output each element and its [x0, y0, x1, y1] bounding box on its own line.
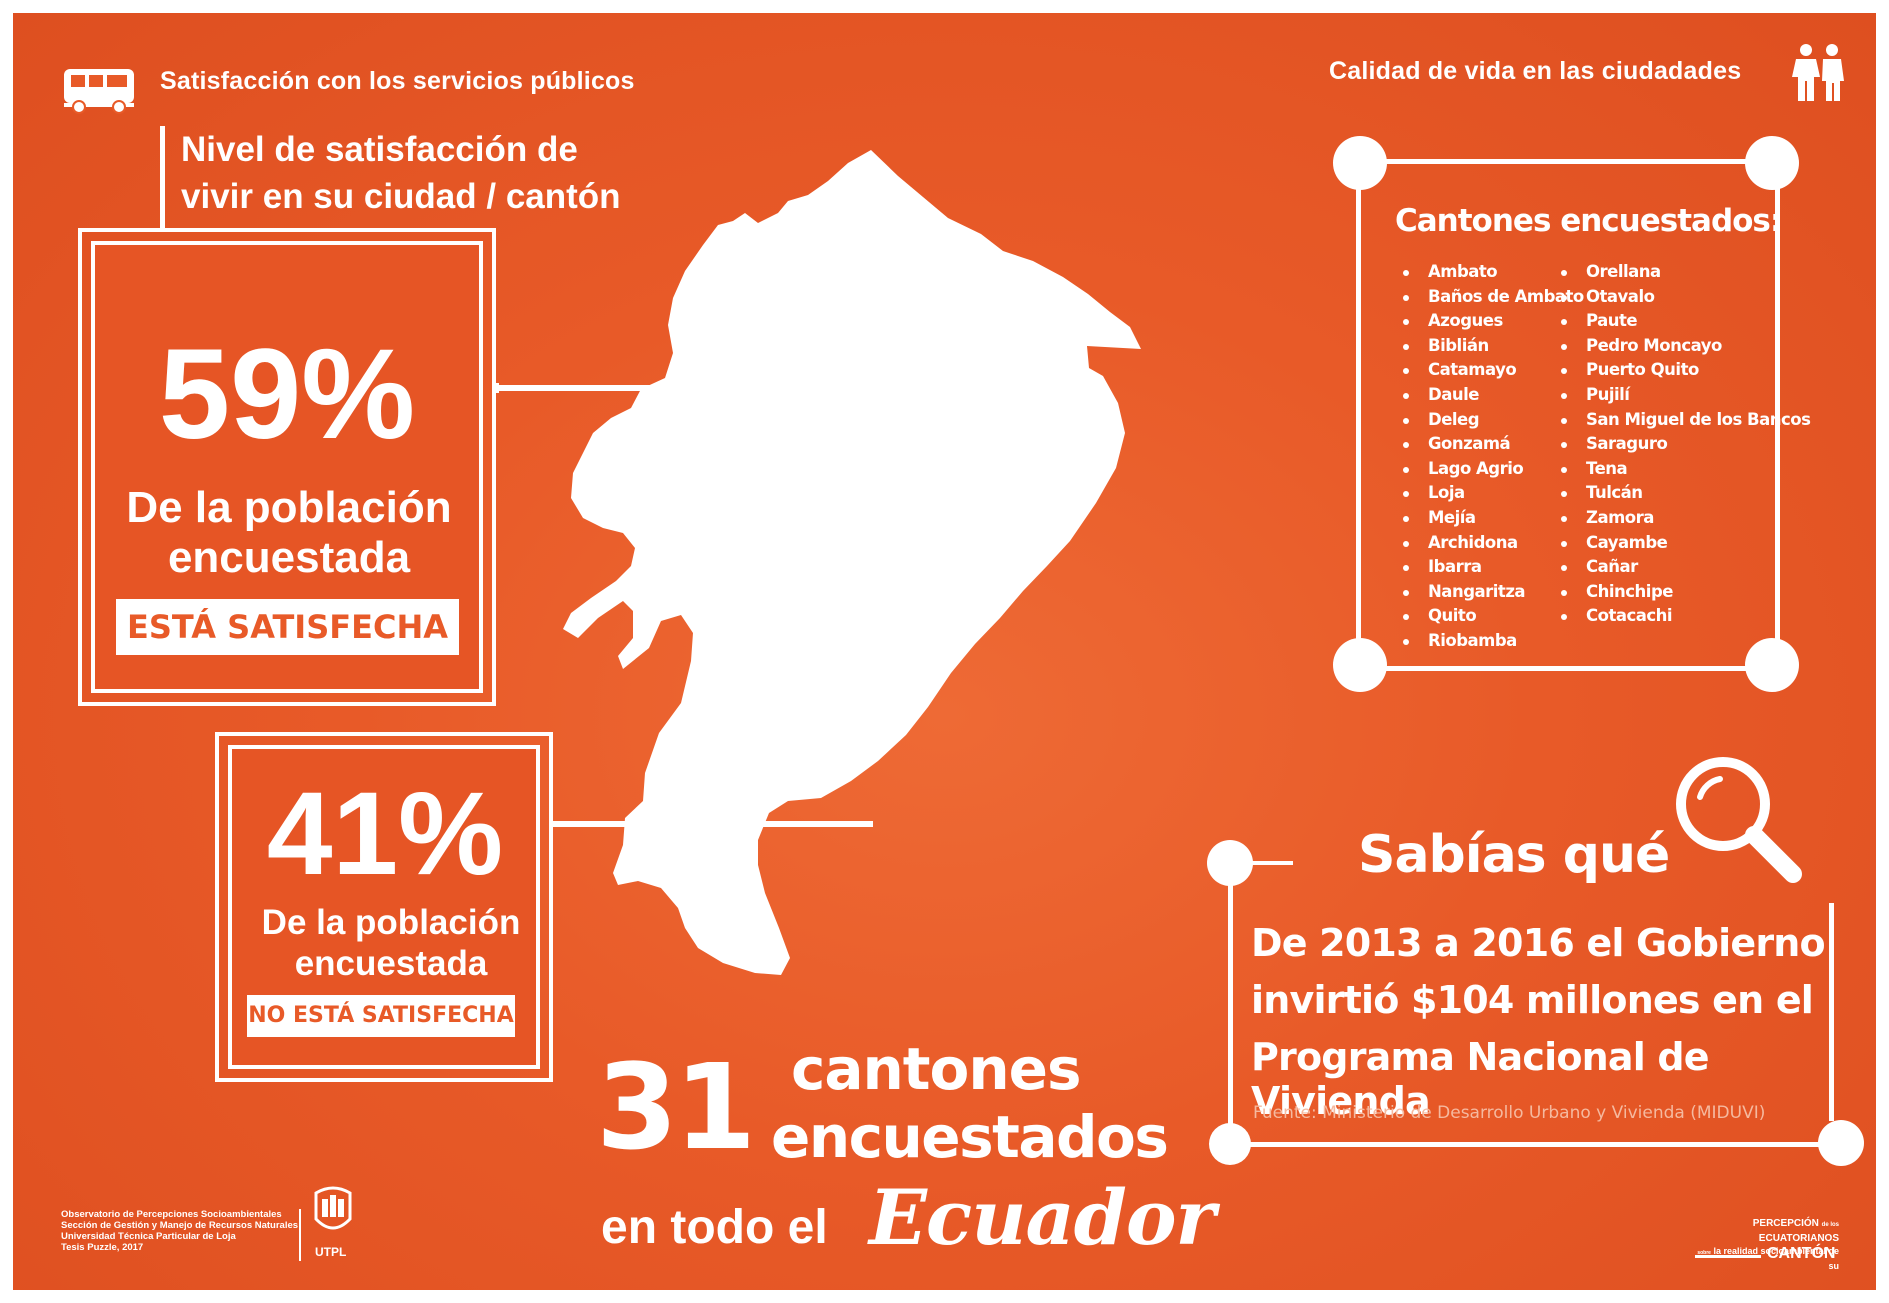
credit-line: Sección de Gestión y Manejo de Recursos …: [61, 1220, 299, 1231]
credit-line: Universidad Técnica Particular de Loja: [61, 1231, 236, 1242]
cantones-title: Cantones encuestados:: [1395, 203, 1782, 239]
satisfied-percent: 59%: [158, 323, 416, 466]
canton-list-item: Riobamba: [1398, 629, 1584, 654]
cantones-corner-tr: [1745, 136, 1799, 190]
summary-number: 31: [596, 1038, 756, 1176]
canton-list-item: Cañar: [1556, 555, 1810, 580]
canton-list-item: Biblián: [1398, 334, 1584, 359]
cantones-list-col-2: Orellana Otavalo Paute Pedro Moncayo Puerto …: [1556, 260, 1811, 629]
satisfied-outer-frame: [78, 228, 496, 706]
cantones-frame: [1356, 159, 1780, 671]
fact-corner-bl: [1209, 1123, 1251, 1165]
canton-list-item: Lago Agrio: [1398, 457, 1584, 482]
cantones-corner-tl: [1333, 136, 1387, 190]
brand-block: PERCEPCIÓN de los ECUATORIANOS sobre la …: [1689, 1217, 1839, 1273]
brand-word-4: CANTÓN: [1767, 1245, 1836, 1262]
satisfied-label-line-1: De la población: [126, 483, 452, 532]
canton-list-item: Pedro Moncayo: [1556, 334, 1810, 359]
not-satisfied-badge: NO ESTÁ SATISFECHA: [247, 995, 515, 1037]
canton-list-item: Daule: [1398, 383, 1584, 408]
canton-list-item: Saraguro: [1556, 432, 1810, 457]
subtitle-line-1: Nivel de satisfacción de: [181, 130, 578, 169]
canton-list-item: Mejía: [1398, 506, 1584, 531]
brand-small-2: sobre: [1697, 1250, 1711, 1256]
not-satisfied-connector-line: [553, 821, 873, 827]
people-icon: [1792, 44, 1844, 101]
subtitle-line-2: vivir en su ciudad / cantón: [181, 177, 621, 216]
canton-list-item: Zamora: [1556, 506, 1810, 531]
fact-source: Fuente: Ministerio de Desarrollo Urbano …: [1253, 1103, 1766, 1123]
canton-list-item: Azogues: [1398, 309, 1584, 334]
subtitle-bar: [160, 126, 165, 230]
canton-list-item: Deleg: [1398, 408, 1584, 433]
cantones-corner-br: [1745, 638, 1799, 692]
fact-bottom-line: [1228, 1142, 1841, 1147]
canton-list-item: Gonzamá: [1398, 432, 1584, 457]
cantones-corner-bl: [1333, 638, 1387, 692]
not-satisfied-outer-frame: [215, 732, 553, 1082]
fact-corner-tl: [1207, 840, 1253, 886]
canton-list-item: Tena: [1556, 457, 1810, 482]
fact-corner-br: [1818, 1120, 1864, 1166]
satisfied-label-line-2: encuestada: [167, 533, 411, 582]
canton-list-item: Nangaritza: [1398, 580, 1584, 605]
credit-line: Observatorio de Percepciones Socioambien…: [61, 1209, 282, 1220]
canton-list-item: Paute: [1556, 309, 1810, 334]
summary-line-1: cantones: [791, 1035, 1082, 1103]
brand-word-2: ECUATORIANOS: [1758, 1233, 1839, 1244]
canton-list-item: Baños de Ambato: [1398, 285, 1584, 310]
fact-title: Sabías qué: [1358, 825, 1670, 885]
brand-underline: [1695, 1255, 1761, 1258]
not-satisfied-label-line-2: encuestada: [294, 944, 488, 983]
canton-list-item: Catamayo: [1398, 358, 1584, 383]
satisfied-connector-tick: [493, 383, 499, 393]
canton-list-item: Pujilí: [1556, 383, 1810, 408]
summary-line-3: en todo el: [601, 1201, 828, 1254]
not-satisfied-percent: 41%: [266, 768, 504, 900]
fact-line-2: invirtió $104 millones en el: [1251, 978, 1814, 1022]
bus-icon: [64, 69, 134, 114]
not-satisfied-label-line-1: De la población: [261, 903, 521, 942]
cantones-list-col-1: Ambato Baños de Ambato Azogues Biblián Catam…: [1398, 260, 1584, 654]
fact-top-line: [1251, 861, 1293, 865]
canton-list-item: Orellana: [1556, 260, 1810, 285]
canton-list-item: Tulcán: [1556, 481, 1810, 506]
brand-word-1: PERCEPCIÓN: [1752, 1218, 1819, 1229]
summary-country: Ecuador: [869, 1173, 1216, 1262]
fact-line-3: Programa Nacional de Vivienda: [1251, 1035, 1710, 1123]
header-right-title: Calidad de vida en las ciudadades: [1329, 57, 1742, 85]
fact-right-line: [1829, 903, 1834, 1121]
brand-word-3: la realidad socioambiental de su: [1713, 1246, 1839, 1271]
canton-list-item: Otavalo: [1556, 285, 1810, 310]
canton-list-item: San Miguel de los Bancos: [1556, 408, 1811, 433]
canton-list-item: Chinchipe: [1556, 580, 1810, 605]
satisfied-connector-line: [497, 385, 919, 391]
canton-list-item: Cayambe: [1556, 531, 1810, 556]
canton-list-item: Cotacachi: [1556, 604, 1810, 629]
canton-list-item: Ibarra: [1398, 555, 1584, 580]
poster: Satisfacción con los servicios públicos …: [13, 13, 1876, 1290]
canton-list-item: Puerto Quito: [1556, 358, 1810, 383]
satisfied-badge: ESTÁ SATISFECHA: [116, 599, 459, 655]
magnifier-icon: [1676, 757, 1802, 883]
utpl-logo-text: UTPL: [315, 1245, 347, 1259]
canton-list-item: Ambato: [1398, 260, 1584, 285]
canton-list-item: Loja: [1398, 481, 1584, 506]
footer-credits: Observatorio de Percepciones Socioambien…: [61, 1209, 298, 1253]
fact-line-1: De 2013 a 2016 el Gobierno: [1251, 921, 1826, 965]
brand-small-1: de los: [1821, 1222, 1839, 1228]
header-left-title: Satisfacción con los servicios públicos: [160, 67, 635, 95]
fact-left-line: [1228, 881, 1233, 1138]
footer-divider: [299, 1209, 301, 1261]
utpl-seal-icon: [314, 1186, 352, 1230]
summary-line-2: encuestados: [771, 1103, 1169, 1171]
canton-list-item: Archidona: [1398, 531, 1584, 556]
credit-line: Tesis Puzzle, 2017: [61, 1242, 144, 1253]
ecuador-map: [563, 150, 1141, 975]
canton-list-item: Quito: [1398, 604, 1584, 629]
